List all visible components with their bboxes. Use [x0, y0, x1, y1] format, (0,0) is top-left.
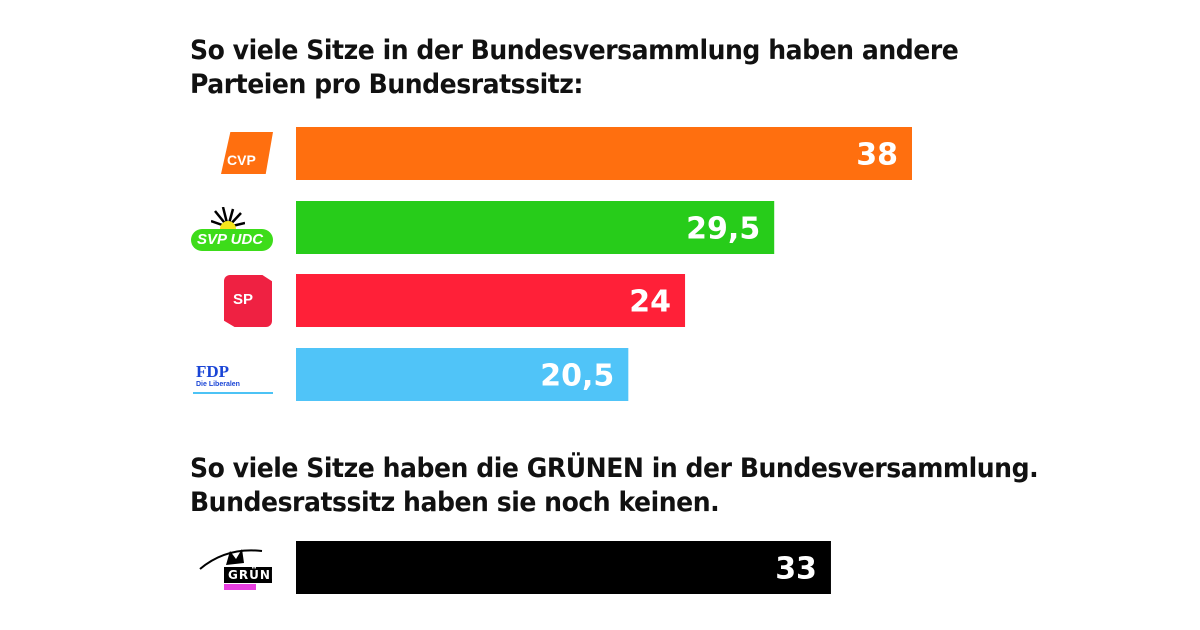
- data-label: 29,5: [686, 212, 760, 247]
- svp-logo-text: SVP UDC: [197, 231, 264, 248]
- bar-grüne: [296, 541, 831, 594]
- gruene-logo-text: GRÜNE: [228, 568, 281, 582]
- sp-logo-text: SP: [233, 291, 254, 308]
- data-label: 20,5: [540, 359, 614, 394]
- svp-logo: SVP UDC: [191, 205, 273, 253]
- title-line: Parteien pro Bundesratssitz:: [190, 69, 584, 100]
- fdp-logo-subtext: Die Liberalen: [196, 381, 240, 388]
- data-label: 33: [775, 552, 817, 587]
- data-label: 38: [856, 138, 898, 173]
- sunflower-icon: [199, 549, 263, 570]
- bar-sp: [296, 274, 686, 327]
- bar-cvp: [296, 127, 912, 180]
- chart-title-top: So viele Sitze in der Bundesversammlung …: [190, 34, 959, 102]
- fdp-logo-text: FDP: [196, 362, 230, 381]
- cvp-logo: CVP: [221, 132, 273, 174]
- bar-svp-udc: [296, 201, 775, 254]
- fdp-logo: FDP Die Liberalen: [193, 362, 275, 396]
- data-label: 24: [629, 285, 671, 320]
- title-line: Bundesratssitz haben sie noch keinen.: [190, 487, 720, 518]
- bar-fdp: [296, 348, 629, 401]
- gruene-logo: GRÜNE: [196, 545, 279, 595]
- title-line: So viele Sitze haben die GRÜNEN in der B…: [190, 453, 1039, 484]
- title-line: So viele Sitze in der Bundesversammlung …: [190, 35, 959, 66]
- chart-title-bottom: So viele Sitze haben die GRÜNEN in der B…: [190, 452, 1039, 520]
- sp-logo: SP: [224, 275, 272, 327]
- cvp-logo-text: CVP: [227, 152, 256, 168]
